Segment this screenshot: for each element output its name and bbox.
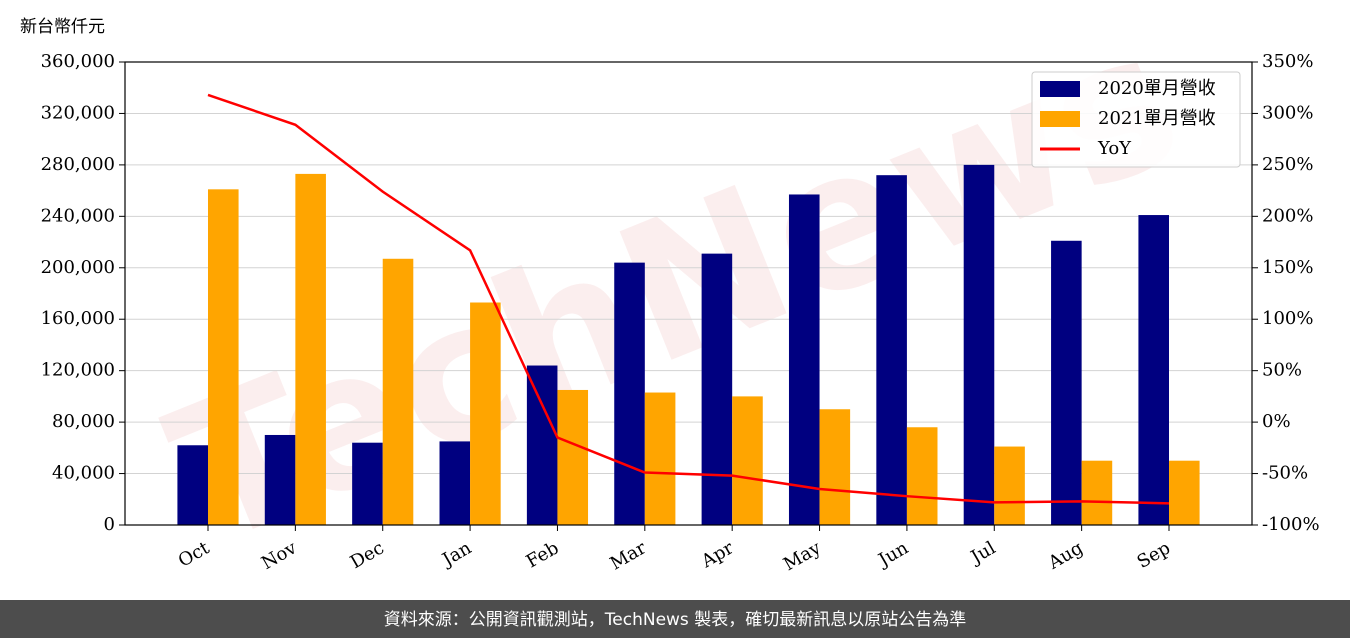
bar (876, 175, 907, 525)
bar (963, 164, 995, 525)
y-tick-label: 120,000 (41, 360, 115, 381)
bar (994, 446, 1025, 525)
bar (614, 262, 645, 525)
x-tick-label: Jun (873, 537, 912, 572)
y-tick-label: 280,000 (41, 154, 115, 175)
y2-tick-label: -50% (1262, 463, 1308, 484)
source-note: 資料來源：公開資訊觀測站，TechNews 製表，確切最新訊息以原站公告為準 (384, 610, 966, 630)
y2-tick-label: 150% (1262, 257, 1313, 278)
bar (644, 392, 676, 525)
x-tick-label: Feb (523, 537, 563, 572)
y2-tick-label: 50% (1262, 360, 1302, 381)
y2-tick-label: 350% (1262, 51, 1313, 72)
bar (382, 258, 414, 525)
legend-label: 2021單月營收 (1098, 108, 1216, 129)
bar (1081, 460, 1113, 525)
bar (906, 427, 938, 525)
bar (207, 189, 239, 525)
bar (1051, 240, 1082, 525)
x-tick-label: Jul (966, 537, 1000, 569)
y-tick-label: 240,000 (41, 205, 115, 226)
bar (557, 389, 589, 525)
bar (177, 445, 208, 525)
bar (819, 409, 851, 525)
y-tick-label: 80,000 (52, 411, 115, 432)
y2-tick-label: 200% (1262, 205, 1313, 226)
plot-frame (124, 61, 1253, 526)
bar (732, 396, 763, 525)
y-tick-label: 320,000 (41, 102, 115, 123)
y2-tick-label: 0% (1262, 411, 1291, 432)
bar (264, 434, 296, 525)
y-axis-label: 新台幣仟元 (20, 17, 105, 37)
x-tick-label: Sep (1134, 537, 1174, 572)
x-tick-label: Dec (347, 537, 388, 573)
legend-box (1031, 71, 1241, 168)
line (207, 93, 1170, 505)
legend-swatch (1040, 81, 1080, 97)
legend-label: YoY (1097, 138, 1132, 159)
y-tick-label: 0 (104, 514, 115, 535)
y2-tick-label: 250% (1262, 154, 1313, 175)
y2-tick-label: -100% (1262, 514, 1320, 535)
bar (526, 365, 558, 525)
y2-tick-label: 100% (1262, 308, 1313, 329)
x-tick-label: Apr (697, 537, 737, 572)
y2-tick-label: 300% (1262, 102, 1313, 123)
bar (1169, 460, 1200, 525)
y-tick-label: 360,000 (41, 51, 115, 72)
bar (788, 194, 820, 525)
x-tick-label: Jan (437, 537, 475, 571)
x-tick-label: Mar (607, 537, 651, 574)
bar (352, 442, 383, 525)
bar (1138, 215, 1170, 525)
footer-bar (0, 600, 1350, 638)
legend-swatch (1040, 111, 1080, 127)
bar (470, 302, 501, 525)
y-tick-label: 160,000 (41, 308, 115, 329)
legend-label: 2020單月營收 (1098, 78, 1216, 99)
y-tick-label: 40,000 (52, 463, 115, 484)
y-tick-label: 200,000 (41, 257, 115, 278)
x-tick-label: May (780, 537, 825, 575)
bar (439, 441, 471, 525)
bar (701, 253, 733, 525)
bar (295, 173, 326, 525)
x-tick-label: Aug (1044, 537, 1087, 574)
